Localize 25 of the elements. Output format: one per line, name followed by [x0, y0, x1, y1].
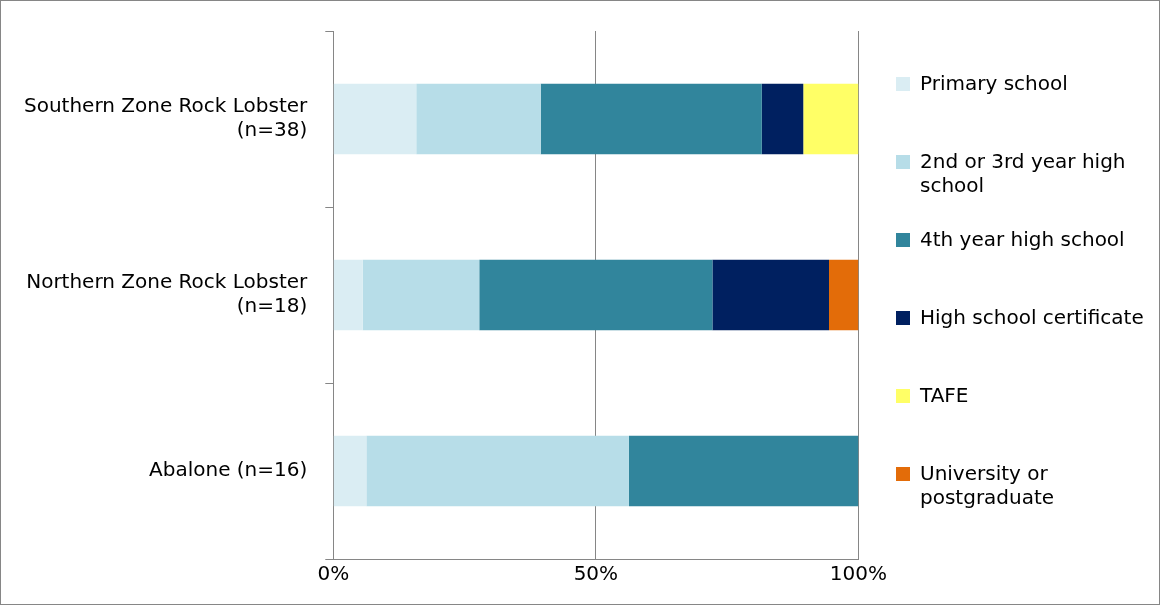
bar	[829, 259, 859, 331]
bar	[479, 259, 713, 331]
bar	[362, 259, 480, 331]
bar	[712, 259, 829, 331]
bar	[540, 83, 762, 155]
y-tick-label: Southern Zone Rock Lobster (n=38)	[23, 93, 309, 142]
bar	[628, 435, 859, 507]
bar	[803, 83, 859, 155]
bar	[333, 83, 417, 155]
y-tick-label: Abalone (n=16)	[149, 457, 308, 482]
legend-label: Primary school	[920, 71, 1068, 95]
x-tick-label: 50%	[573, 561, 619, 586]
y-tick-label: Northern Zone Rock Lobster (n=18)	[26, 269, 309, 318]
x-tick-label: 0%	[317, 561, 350, 586]
bar	[333, 259, 363, 331]
legend-label: TAFE	[920, 383, 969, 407]
bar	[416, 83, 541, 155]
legend-label: 2nd or 3rd year high school	[920, 149, 1127, 197]
legend-label: High school certificate	[920, 305, 1144, 329]
x-tick-label: 100%	[829, 561, 887, 586]
bar	[366, 435, 629, 507]
bar	[761, 83, 804, 155]
legend-label: University or postgraduate	[920, 461, 1056, 509]
legend-label: 4th year high school	[920, 227, 1125, 251]
bar	[333, 435, 367, 507]
